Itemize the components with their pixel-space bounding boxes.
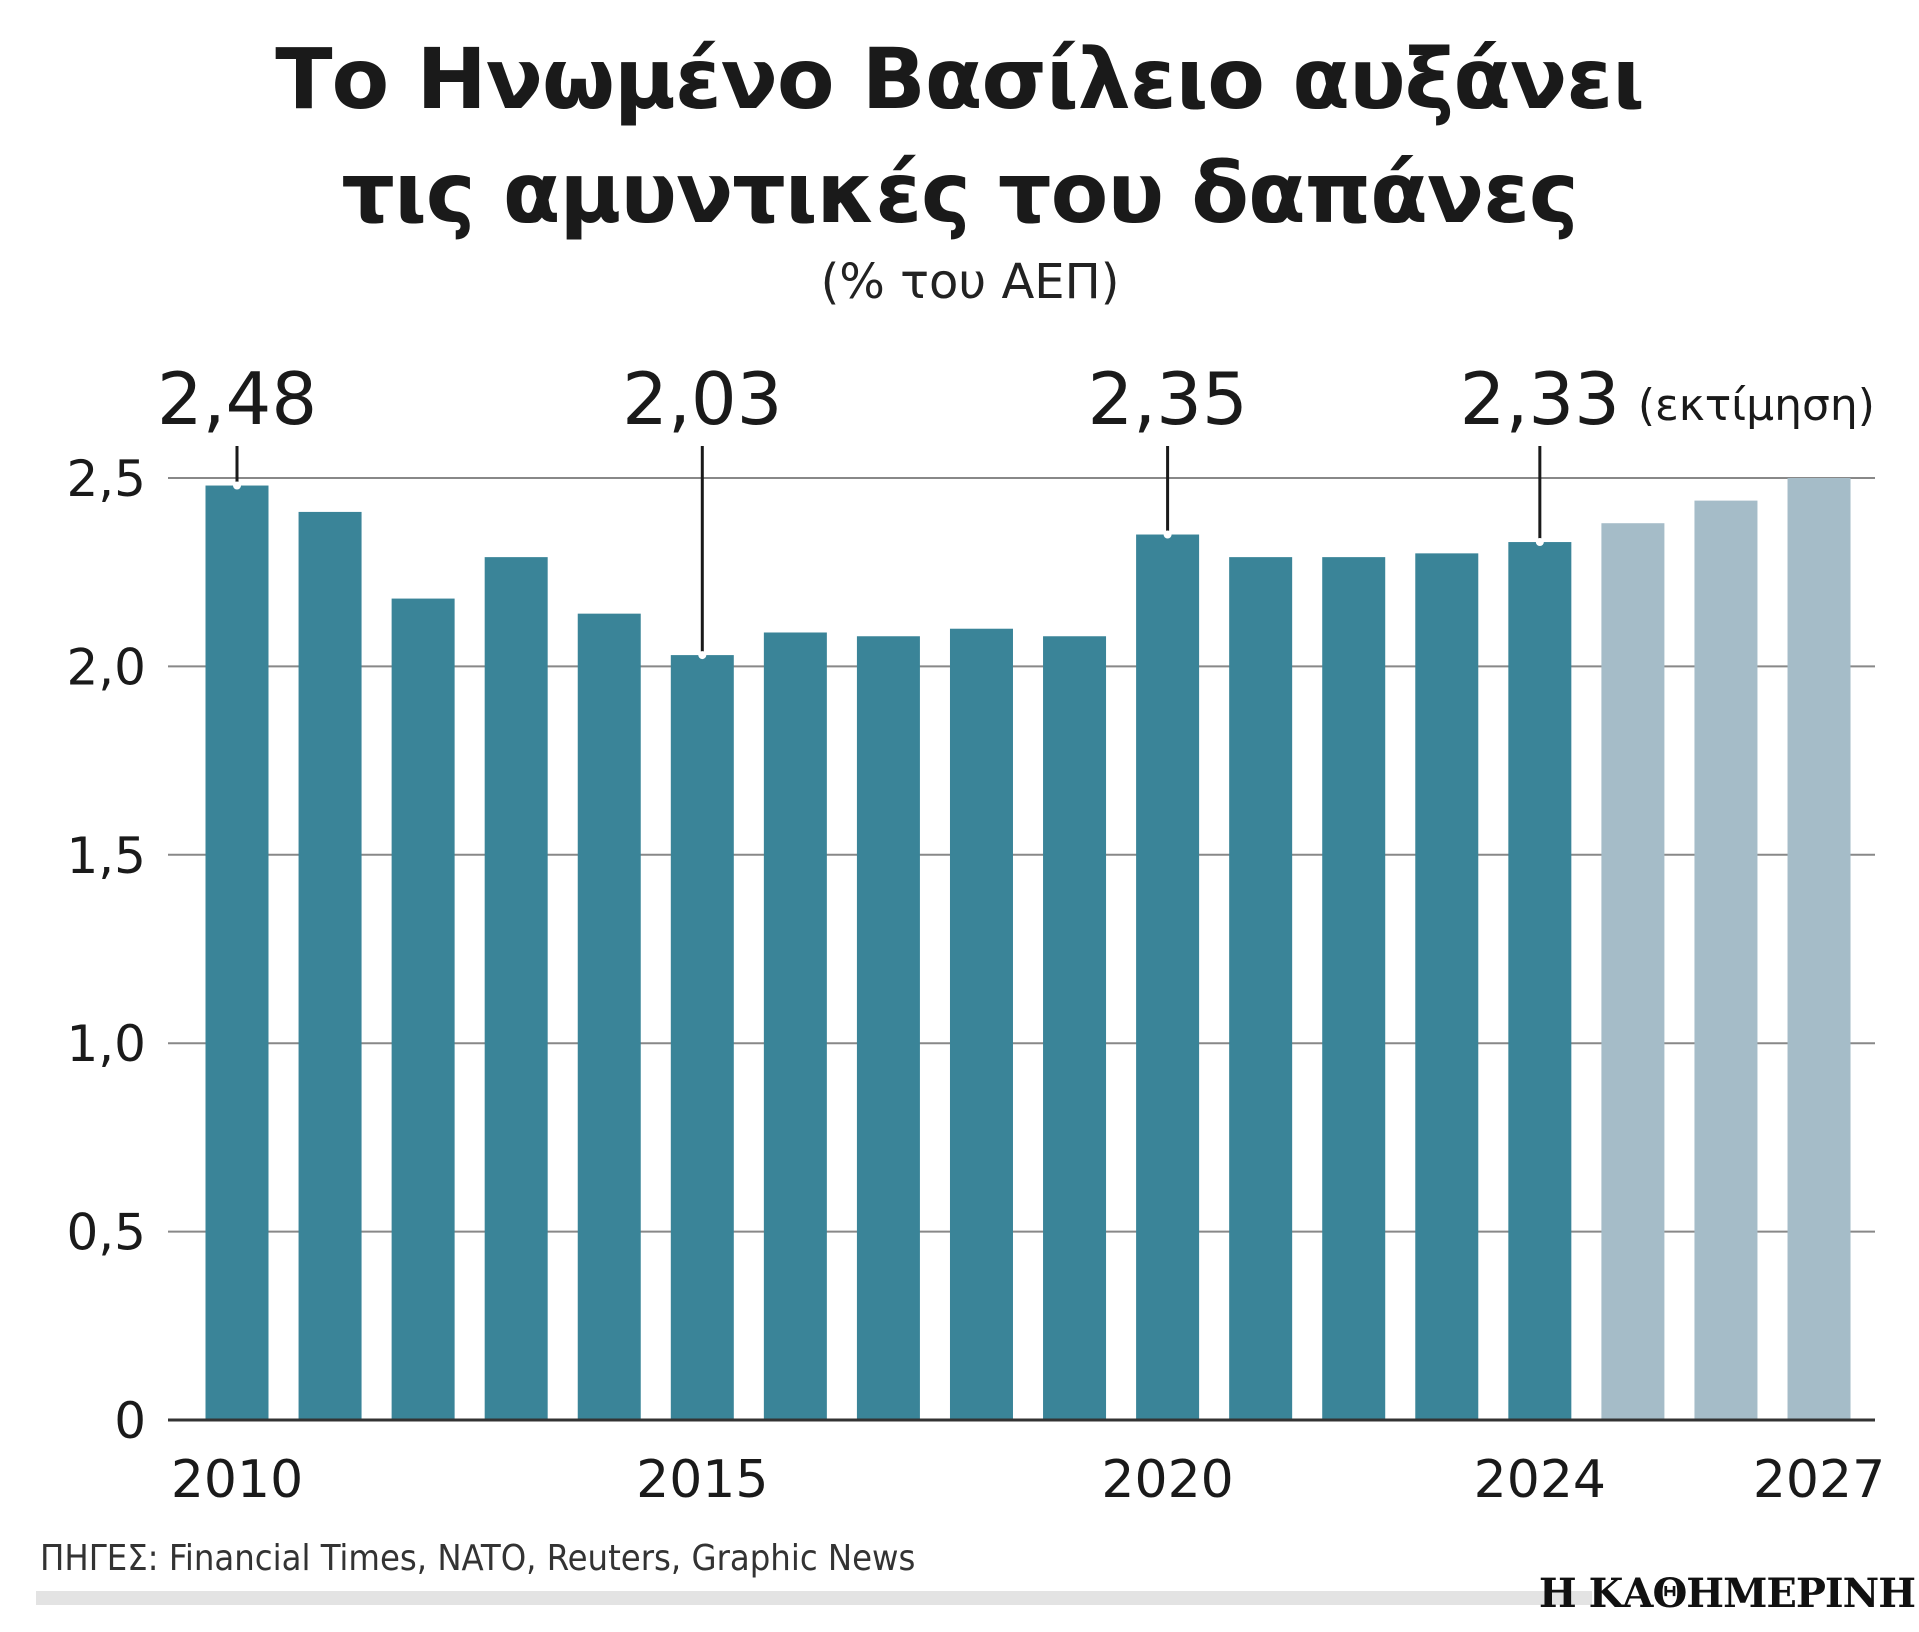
x-tick-label: 2010 bbox=[171, 1450, 303, 1510]
y-tick-label: 1,5 bbox=[66, 827, 146, 885]
y-tick-label: 2,5 bbox=[66, 450, 146, 508]
bar bbox=[1229, 557, 1293, 1420]
annotations: 2,48 2,03 2,35 2,33 (εκτίμηση) bbox=[157, 357, 1875, 660]
publisher-logo: Η ΚΑΘΗΜΕΡΙΝΗ bbox=[1538, 1570, 1916, 1617]
annotation-value: 2,03 bbox=[622, 357, 782, 441]
bar-estimate bbox=[1694, 500, 1758, 1420]
y-tick-label: 2,0 bbox=[66, 638, 146, 696]
x-tick-label: 2027 bbox=[1753, 1450, 1885, 1510]
bars bbox=[205, 478, 1851, 1420]
bar bbox=[1043, 636, 1107, 1420]
chart-title: Το Ηνωμένο Βασίλειο αυξάνει τις αμυντικέ… bbox=[0, 22, 1919, 250]
x-tick-label: 2024 bbox=[1474, 1450, 1606, 1510]
annotation-dot bbox=[233, 481, 241, 490]
bar-estimate bbox=[1787, 478, 1851, 1420]
chart-title-line-1: Το Ηνωμένο Βασίλειο αυξάνει bbox=[275, 30, 1644, 128]
bar bbox=[1508, 542, 1572, 1420]
bar bbox=[1136, 534, 1200, 1420]
bar bbox=[391, 598, 455, 1420]
bar bbox=[205, 485, 269, 1420]
annotation-value: 2,35 bbox=[1087, 357, 1247, 441]
bar bbox=[856, 636, 920, 1420]
y-tick-label: 0 bbox=[114, 1392, 146, 1450]
bar bbox=[949, 628, 1013, 1420]
bar-chart: 0 0,5 1,0 1,5 2,0 2,5 2010 2015 2020 2024 2027 2,4… bbox=[66, 357, 1885, 1510]
annotation-note: (εκτίμηση) bbox=[1638, 380, 1875, 431]
annotation-value: 2,48 bbox=[157, 357, 317, 441]
bar bbox=[1322, 557, 1386, 1420]
x-tick-label: 2015 bbox=[636, 1450, 768, 1510]
annotation-dot bbox=[1163, 530, 1172, 539]
source-note: ΠΗΓΕΣ: Financial Times, NATO, Reuters, G… bbox=[40, 1538, 916, 1579]
annotation-value: 2,33 bbox=[1460, 357, 1620, 441]
bar-estimate bbox=[1601, 523, 1665, 1420]
bar bbox=[1415, 553, 1479, 1420]
footer-rule bbox=[36, 1591, 1592, 1605]
y-tick-label: 1,0 bbox=[66, 1015, 146, 1073]
bar bbox=[484, 557, 548, 1420]
x-tick-label: 2020 bbox=[1101, 1450, 1233, 1510]
bar bbox=[670, 655, 734, 1420]
axes: 0 0,5 1,0 1,5 2,0 2,5 2010 2015 2020 2024 2027 bbox=[66, 450, 1885, 1510]
bar bbox=[763, 632, 827, 1420]
annotation-dot bbox=[698, 651, 707, 660]
chart-subtitle: (% του ΑΕΠ) bbox=[820, 254, 1120, 310]
bar bbox=[298, 511, 362, 1420]
y-tick-label: 0,5 bbox=[66, 1204, 146, 1262]
chart-title-line-2: τις αμυντικές του δαπάνες bbox=[341, 144, 1578, 242]
bar bbox=[577, 613, 641, 1420]
annotation-dot bbox=[1535, 538, 1544, 547]
